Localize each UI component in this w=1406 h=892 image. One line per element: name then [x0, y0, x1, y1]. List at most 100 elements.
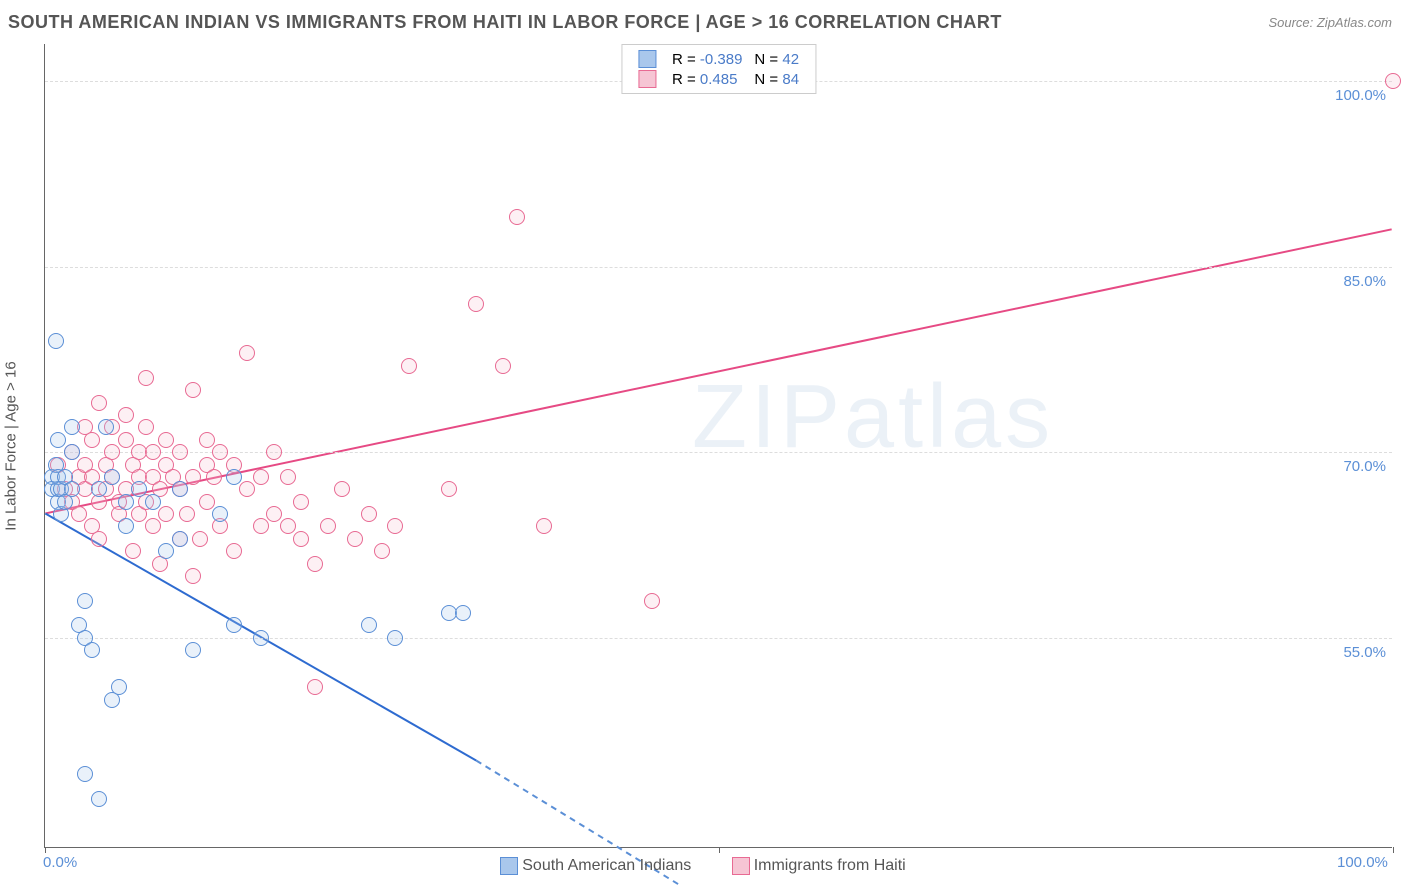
- scatter-point-pink: [179, 506, 195, 522]
- scatter-point-blue: [212, 506, 228, 522]
- scatter-point-pink: [320, 518, 336, 534]
- scatter-point-blue: [64, 481, 80, 497]
- scatter-point-pink: [307, 556, 323, 572]
- legend-label-pink: Immigrants from Haiti: [754, 857, 906, 875]
- scatter-point-pink: [374, 543, 390, 559]
- scatter-point-blue: [98, 419, 114, 435]
- scatter-point-blue: [172, 531, 188, 547]
- legend-item-pink: Immigrants from Haiti: [732, 857, 906, 875]
- legend-top: R = -0.389N = 42R = 0.485N = 84: [621, 44, 816, 94]
- scatter-point-pink: [91, 395, 107, 411]
- scatter-point-pink: [495, 358, 511, 374]
- scatter-point-pink: [185, 469, 201, 485]
- scatter-point-blue: [145, 494, 161, 510]
- scatter-point-pink: [172, 444, 188, 460]
- scatter-point-pink: [226, 543, 242, 559]
- plot-area: In Labor Force | Age > 16 ZIPatlas 55.0%…: [44, 44, 1392, 848]
- scatter-point-pink: [158, 432, 174, 448]
- trend-lines-layer: [45, 44, 1392, 847]
- scatter-point-pink: [104, 444, 120, 460]
- y-axis-label: In Labor Force | Age > 16: [3, 361, 20, 530]
- scatter-point-blue: [77, 593, 93, 609]
- scatter-point-blue: [118, 518, 134, 534]
- scatter-point-pink: [644, 593, 660, 609]
- scatter-point-pink: [192, 531, 208, 547]
- scatter-point-pink: [239, 345, 255, 361]
- scatter-point-pink: [307, 679, 323, 695]
- scatter-point-blue: [131, 481, 147, 497]
- scatter-point-blue: [118, 494, 134, 510]
- plot-wrapper: In Labor Force | Age > 16 ZIPatlas 55.0%…: [44, 44, 1392, 848]
- scatter-point-blue: [158, 543, 174, 559]
- scatter-point-pink: [185, 568, 201, 584]
- gridline: [45, 452, 1392, 453]
- scatter-point-pink: [71, 506, 87, 522]
- scatter-point-pink: [280, 469, 296, 485]
- scatter-point-pink: [158, 506, 174, 522]
- scatter-point-blue: [185, 642, 201, 658]
- scatter-point-pink: [253, 469, 269, 485]
- gridline: [45, 267, 1392, 268]
- scatter-point-pink: [118, 407, 134, 423]
- legend-item-blue: South American Indians: [500, 857, 691, 875]
- scatter-point-pink: [138, 370, 154, 386]
- scatter-point-blue: [226, 617, 242, 633]
- scatter-point-blue: [50, 432, 66, 448]
- scatter-point-pink: [138, 419, 154, 435]
- scatter-point-blue: [172, 481, 188, 497]
- scatter-point-pink: [280, 518, 296, 534]
- trend-line: [45, 229, 1391, 513]
- scatter-point-pink: [118, 432, 134, 448]
- scatter-point-blue: [387, 630, 403, 646]
- scatter-point-blue: [111, 679, 127, 695]
- scatter-point-pink: [347, 531, 363, 547]
- scatter-point-blue: [48, 333, 64, 349]
- scatter-point-pink: [468, 296, 484, 312]
- x-tick: [719, 847, 720, 853]
- legend-label-blue: South American Indians: [522, 857, 691, 875]
- scatter-point-pink: [206, 469, 222, 485]
- scatter-point-pink: [145, 444, 161, 460]
- scatter-point-pink: [199, 432, 215, 448]
- scatter-point-pink: [253, 518, 269, 534]
- legend-swatch-pink: [732, 857, 750, 875]
- scatter-point-pink: [361, 506, 377, 522]
- scatter-point-pink: [84, 432, 100, 448]
- scatter-point-blue: [84, 642, 100, 658]
- y-tick-label: 70.0%: [1343, 458, 1386, 475]
- scatter-point-pink: [185, 382, 201, 398]
- chart-title: SOUTH AMERICAN INDIAN VS IMMIGRANTS FROM…: [8, 12, 1002, 33]
- scatter-point-pink: [91, 531, 107, 547]
- chart-container: SOUTH AMERICAN INDIAN VS IMMIGRANTS FROM…: [0, 0, 1406, 892]
- scatter-point-pink: [401, 358, 417, 374]
- y-tick-label: 55.0%: [1343, 644, 1386, 661]
- header: SOUTH AMERICAN INDIAN VS IMMIGRANTS FROM…: [0, 0, 1406, 40]
- gridline: [45, 638, 1392, 639]
- scatter-point-blue: [77, 766, 93, 782]
- legend-swatch-blue: [500, 857, 518, 875]
- x-tick: [45, 847, 46, 853]
- scatter-point-pink: [536, 518, 552, 534]
- scatter-point-blue: [361, 617, 377, 633]
- scatter-point-pink: [1385, 73, 1401, 89]
- scatter-point-pink: [293, 494, 309, 510]
- x-tick: [1393, 847, 1394, 853]
- scatter-point-blue: [226, 469, 242, 485]
- scatter-point-pink: [199, 494, 215, 510]
- scatter-point-blue: [91, 791, 107, 807]
- scatter-point-pink: [145, 518, 161, 534]
- y-tick-label: 85.0%: [1343, 273, 1386, 290]
- scatter-point-blue: [253, 630, 269, 646]
- source-attribution: Source: ZipAtlas.com: [1268, 15, 1392, 30]
- scatter-point-pink: [293, 531, 309, 547]
- scatter-point-pink: [212, 444, 228, 460]
- scatter-point-pink: [125, 543, 141, 559]
- scatter-point-blue: [64, 444, 80, 460]
- scatter-point-blue: [64, 419, 80, 435]
- scatter-point-pink: [387, 518, 403, 534]
- scatter-point-pink: [239, 481, 255, 497]
- y-tick-label: 100.0%: [1335, 87, 1386, 104]
- scatter-point-blue: [104, 469, 120, 485]
- scatter-point-pink: [441, 481, 457, 497]
- scatter-point-blue: [455, 605, 471, 621]
